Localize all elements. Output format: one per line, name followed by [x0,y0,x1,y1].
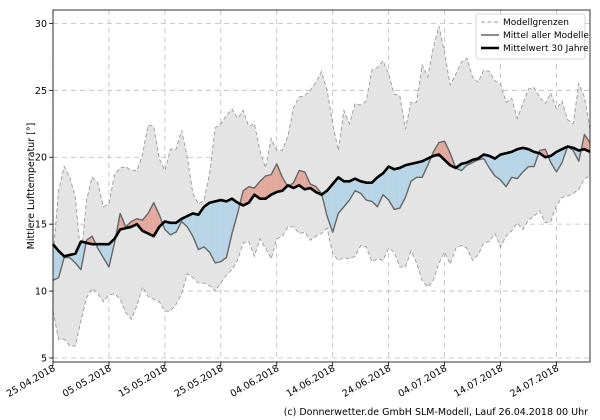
cold-deviation-fill [198,206,205,250]
cold-deviation-fill [220,200,227,262]
x-tick-label: 04.06.2018 [229,363,282,400]
cold-deviation-fill [69,253,76,263]
cold-deviation-fill [506,151,512,187]
x-tick-label: 24.07.2018 [508,363,561,400]
cold-deviation-fill [170,222,177,235]
cold-deviation-fill [103,244,109,267]
x-tick-label: 05.05.2018 [61,363,114,400]
cold-deviation-fill [232,198,238,234]
warm-deviation-fill [444,141,451,166]
warm-deviation-fill [299,170,305,190]
cold-deviation-fill [366,182,372,202]
cold-deviation-fill [215,200,221,263]
cold-deviation-fill [187,213,193,237]
cold-deviation-fill [494,154,501,180]
legend-label-model-mean: Mittel aller Modelle [503,31,589,41]
cold-deviation-fill [360,181,367,201]
model-band [52,25,591,347]
cold-deviation-fill [528,149,535,167]
model-lower-bound-line [52,175,591,347]
legend: Modellgrenzen Mittel aller Modelle Mitte… [475,13,589,60]
x-tick-label: 14.07.2018 [452,363,505,400]
cold-deviation-fill [349,178,356,201]
y-tick-label: 20 [35,153,47,164]
cold-deviation-fill [511,149,518,179]
y-axis-label: Mittlere Lufttemperatur [°] [26,123,37,250]
warm-deviation-fill [265,174,272,199]
cold-deviation-fill [500,153,507,187]
x-tick-label: 25.05.2018 [173,363,226,400]
cold-deviation-fill [405,163,411,198]
cold-deviation-fill [399,165,406,209]
x-tick-label: 14.06.2018 [285,363,338,400]
cold-deviation-fill [53,244,59,281]
warm-deviation-fill [243,186,249,206]
cold-deviation-fill [371,177,378,207]
y-tick-label: 30 [35,19,47,30]
cold-deviation-fill [75,241,81,270]
cold-deviation-fill [556,149,563,172]
model-upper-bound-line [52,25,591,258]
cold-deviation-fill [489,155,495,176]
legend-label-band: Modellgrenzen [503,18,569,28]
y-tick-label: 15 [35,220,47,231]
cold-deviation-fill [550,151,557,172]
lines [52,133,591,281]
cold-deviation-fill [332,177,339,233]
x-tick-label: 04.07.2018 [396,363,449,400]
cold-deviation-fill [209,201,216,263]
credit-text: (c) Donnerwetter.de GmbH SLM-Modell, Lau… [284,407,588,418]
cold-deviation-fill [338,177,344,214]
warm-deviation-fill [276,163,283,193]
cold-deviation-fill [377,173,384,207]
plot-frame [52,9,591,363]
y-tick-label: 25 [35,86,47,97]
legend-label-clim: Mittelwert 30 Jahre [503,44,589,54]
cold-deviation-fill [192,213,199,250]
x-tick-label: 25.04.2018 [5,363,58,400]
cold-deviation-fill [164,221,171,235]
cold-deviation-fill [204,202,210,253]
cold-deviation-fill [517,147,523,179]
cold-deviation-fill [416,161,423,178]
cold-deviation-fill [411,162,417,182]
y-tick-label: 10 [35,287,47,298]
cold-deviation-fill [522,147,529,172]
cold-deviation-fill [388,166,395,210]
warm-deviation-fill [142,213,149,234]
x-tick-label: 24.06.2018 [341,363,394,400]
legend-box [475,13,586,60]
x-tick-label: 15.05.2018 [117,363,170,400]
warm-deviation-fill [259,175,266,199]
cold-deviation-fill [355,178,361,194]
cold-deviation-fill [422,158,428,178]
y-tick-label: 5 [41,353,47,364]
model-range-area [53,26,590,346]
cold-deviation-fill [327,183,333,233]
warm-deviation-fill [271,163,277,195]
cold-deviation-fill [394,167,400,210]
cold-deviation-fill [383,166,389,201]
cold-deviation-fill [226,198,232,258]
cold-deviation-fill [343,181,350,207]
climate-mean-line [52,145,591,258]
warm-deviation-fill [584,134,590,152]
